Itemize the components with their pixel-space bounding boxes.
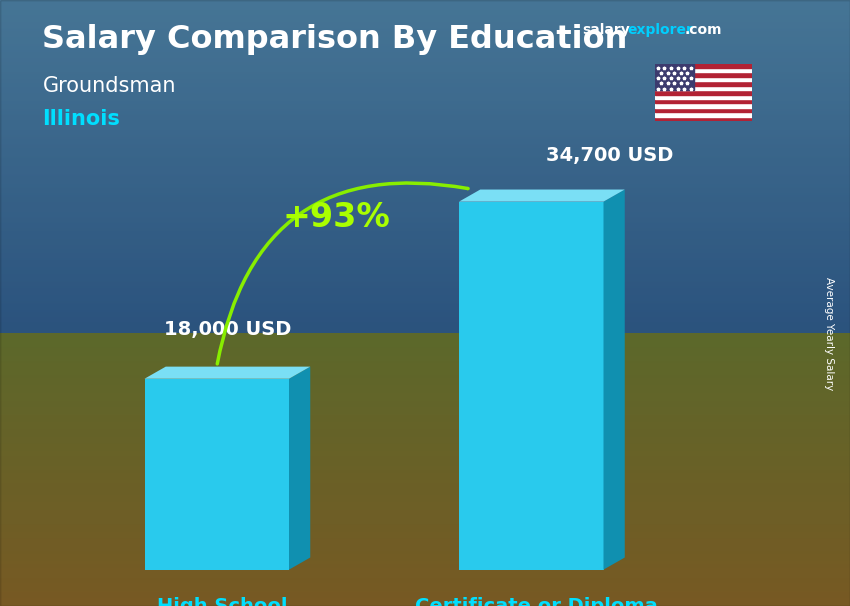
Bar: [654, 104, 752, 108]
Text: 34,700 USD: 34,700 USD: [547, 146, 673, 165]
Text: +93%: +93%: [283, 201, 390, 234]
Text: 18,000 USD: 18,000 USD: [164, 321, 291, 339]
Polygon shape: [604, 190, 625, 570]
Polygon shape: [459, 202, 604, 570]
Polygon shape: [459, 190, 625, 202]
Text: .com: .com: [684, 23, 722, 37]
Bar: [654, 117, 752, 121]
FancyArrowPatch shape: [218, 183, 468, 364]
Bar: [654, 68, 752, 73]
Bar: [654, 95, 752, 99]
Text: High School: High School: [156, 597, 287, 606]
Bar: [654, 108, 752, 112]
Polygon shape: [144, 379, 289, 570]
Text: explorer: explorer: [627, 23, 693, 37]
Bar: [654, 64, 694, 90]
Polygon shape: [289, 367, 310, 570]
Text: salary: salary: [582, 23, 630, 37]
Bar: [654, 86, 752, 90]
Polygon shape: [144, 367, 310, 379]
Text: Illinois: Illinois: [42, 109, 121, 129]
Text: Average Yearly Salary: Average Yearly Salary: [824, 277, 834, 390]
Bar: [654, 73, 752, 77]
Text: Groundsman: Groundsman: [42, 76, 176, 96]
Bar: [654, 99, 752, 104]
Text: Salary Comparison By Education: Salary Comparison By Education: [42, 24, 628, 55]
Text: Certificate or Diploma: Certificate or Diploma: [415, 597, 658, 606]
Bar: [654, 112, 752, 117]
Bar: [654, 64, 752, 68]
Bar: [654, 77, 752, 81]
Bar: [654, 81, 752, 86]
Bar: [654, 90, 752, 95]
